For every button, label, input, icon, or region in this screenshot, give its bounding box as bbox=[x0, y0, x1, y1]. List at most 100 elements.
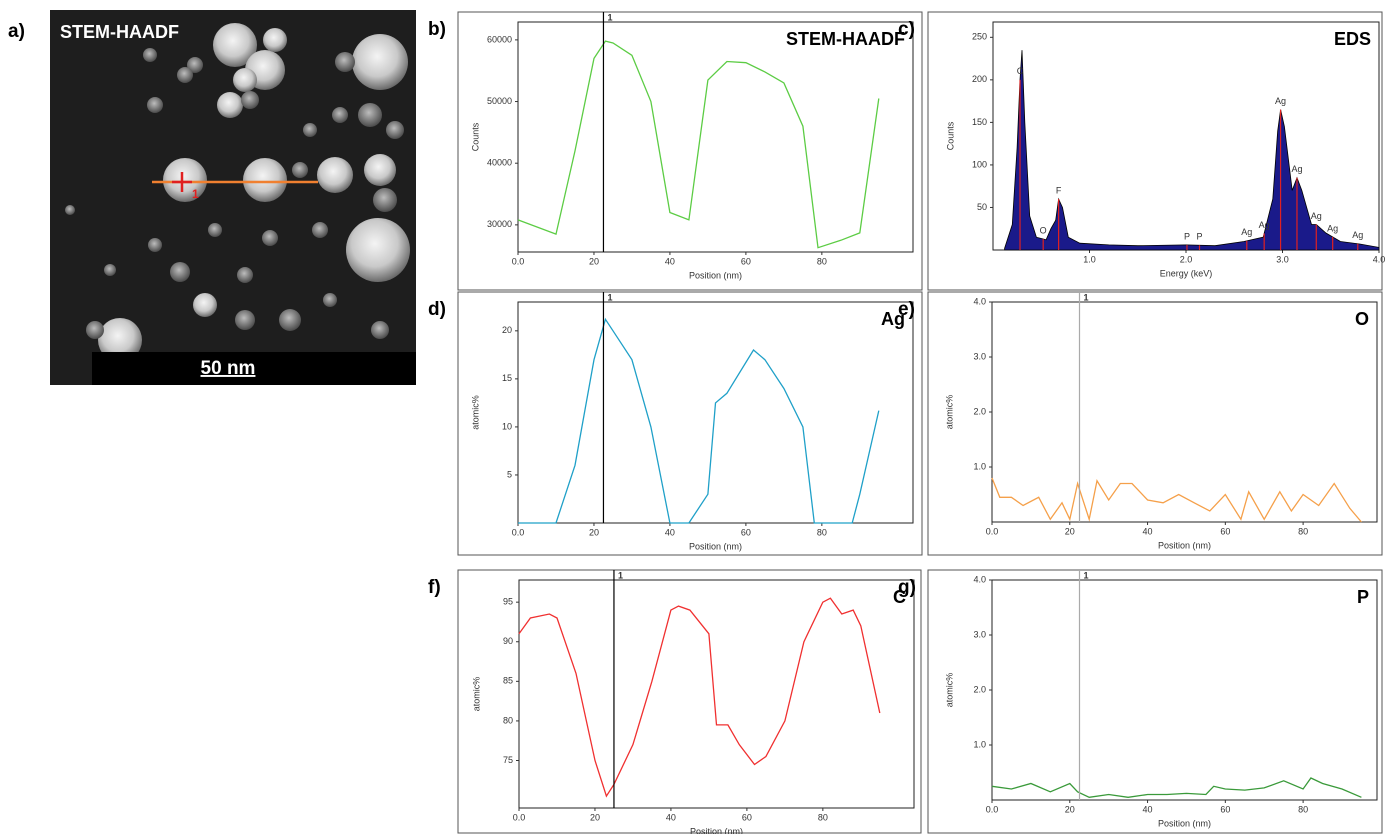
y-tick-label: 60000 bbox=[487, 34, 512, 44]
cursor-label: 1 bbox=[607, 12, 612, 22]
x-axis-label: Position (nm) bbox=[1158, 540, 1211, 550]
plot-area bbox=[517, 301, 914, 524]
panel-frame bbox=[927, 569, 1383, 834]
x-tick-label: 20 bbox=[590, 812, 600, 822]
y-tick-label: 200 bbox=[972, 74, 987, 84]
y-axis-label: atomic% bbox=[471, 677, 481, 712]
y-tick-label: 3.0 bbox=[973, 351, 986, 361]
chart-title: C bbox=[893, 587, 906, 607]
peak-label: Ag bbox=[1327, 223, 1338, 233]
peak-label: Ag bbox=[1311, 211, 1322, 221]
x-axis-label: Energy (keV) bbox=[1160, 268, 1213, 278]
y-tick-label: 80 bbox=[503, 715, 513, 725]
y-tick-label: 4.0 bbox=[973, 296, 986, 306]
cursor-label: 1 bbox=[607, 292, 612, 302]
x-tick-label: 2.0 bbox=[1180, 254, 1193, 264]
chart-title: STEM-HAADF bbox=[786, 29, 905, 49]
profile-line bbox=[518, 317, 880, 524]
y-tick-label: 1.0 bbox=[973, 461, 986, 471]
x-tick-label: 40 bbox=[1143, 526, 1153, 536]
peak-label: Ag bbox=[1291, 164, 1302, 174]
peak-label: P bbox=[1184, 231, 1190, 241]
y-axis-label: Counts bbox=[470, 122, 480, 151]
peak-label: C bbox=[1017, 66, 1024, 76]
y-tick-label: 50000 bbox=[487, 96, 512, 106]
y-tick-label: 100 bbox=[972, 159, 987, 169]
x-tick-label: 80 bbox=[817, 256, 827, 266]
y-tick-label: 75 bbox=[503, 755, 513, 765]
x-tick-label: 80 bbox=[1298, 526, 1308, 536]
x-tick-label: 20 bbox=[589, 256, 599, 266]
x-tick-label: 60 bbox=[741, 256, 751, 266]
profile-line bbox=[991, 777, 1362, 798]
panel-label: f) bbox=[428, 577, 441, 598]
peak-label: Ag bbox=[1259, 220, 1270, 230]
profile-line bbox=[517, 40, 880, 249]
y-tick-label: 30000 bbox=[487, 219, 512, 229]
chart-panel: d) 5 10 15 20 0.0 20 40 60 80 Position (nm) atomic%… bbox=[428, 291, 923, 556]
y-tick-label: 95 bbox=[503, 597, 513, 607]
x-tick-label: 80 bbox=[817, 527, 827, 537]
y-tick-label: 20 bbox=[502, 325, 512, 335]
x-tick-label: 0.0 bbox=[513, 812, 526, 822]
x-axis-label: Position (nm) bbox=[690, 826, 743, 834]
panel-label: a) bbox=[8, 21, 25, 42]
x-tick-label: 80 bbox=[818, 812, 828, 822]
y-tick-label: 15 bbox=[502, 373, 512, 383]
y-tick-label: 2.0 bbox=[973, 406, 986, 416]
profile-line bbox=[518, 597, 881, 798]
panel-label: e) bbox=[898, 299, 915, 320]
marker-label: 1 bbox=[192, 187, 199, 201]
peak-label: P bbox=[1197, 232, 1203, 242]
y-tick-label: 4.0 bbox=[973, 574, 986, 584]
y-tick-label: 1.0 bbox=[973, 739, 986, 749]
y-tick-label: 85 bbox=[503, 676, 513, 686]
x-tick-label: 3.0 bbox=[1276, 254, 1289, 264]
y-axis-label: atomic% bbox=[944, 395, 954, 430]
x-tick-label: 40 bbox=[665, 256, 675, 266]
x-tick-label: 0.0 bbox=[512, 256, 525, 266]
peak-label: F bbox=[1056, 185, 1062, 195]
panel-label: b) bbox=[428, 19, 446, 40]
y-axis-label: Counts bbox=[945, 121, 955, 150]
x-tick-label: 0.0 bbox=[512, 527, 525, 537]
panel-label: g) bbox=[898, 577, 916, 598]
chart-title: P bbox=[1357, 587, 1369, 607]
x-tick-label: 20 bbox=[589, 527, 599, 537]
chart-panel: f) 75 80 85 90 95 0.0 20 40 60 80 Position (nm) atom… bbox=[428, 569, 922, 836]
scale-bar-label: 50 nm bbox=[201, 358, 256, 379]
plot-area bbox=[517, 21, 914, 253]
profile-line bbox=[991, 477, 1362, 523]
y-tick-label: 150 bbox=[972, 117, 987, 127]
panel-frame bbox=[927, 291, 1383, 556]
peak-label: Ag bbox=[1241, 227, 1252, 237]
panel-frame bbox=[457, 11, 923, 291]
chart-title: EDS bbox=[1334, 29, 1371, 49]
y-tick-label: 90 bbox=[503, 636, 513, 646]
peak-label: O bbox=[1040, 225, 1047, 235]
panel-label: c) bbox=[898, 19, 915, 40]
cursor-label: 1 bbox=[618, 570, 623, 580]
chart-panel: b) 30000 40000 50000 60000 0.0 20 40 60 80 Positio… bbox=[428, 11, 923, 291]
cursor-label: 1 bbox=[1084, 292, 1089, 302]
y-tick-label: 10 bbox=[502, 421, 512, 431]
x-tick-label: 40 bbox=[666, 812, 676, 822]
chart-title: O bbox=[1355, 309, 1369, 329]
x-tick-label: 60 bbox=[1220, 526, 1230, 536]
x-axis-label: Position (nm) bbox=[689, 270, 742, 280]
x-tick-label: 60 bbox=[742, 812, 752, 822]
x-tick-label: 80 bbox=[1298, 804, 1308, 814]
plot-area bbox=[518, 579, 915, 809]
y-axis-label: atomic% bbox=[944, 673, 954, 708]
nanoparticles bbox=[65, 23, 410, 362]
x-tick-label: 0.0 bbox=[986, 804, 999, 814]
y-tick-label: 3.0 bbox=[973, 629, 986, 639]
image-title: STEM-HAADF bbox=[60, 22, 179, 42]
x-tick-label: 40 bbox=[665, 527, 675, 537]
x-tick-label: 60 bbox=[741, 527, 751, 537]
chart-panel: g) 1.0 2.0 3.0 4.0 0.0 20 40 60 80 Position (nm) at… bbox=[898, 569, 1383, 834]
peak-label: Ag bbox=[1352, 230, 1363, 240]
x-axis-label: Position (nm) bbox=[689, 541, 742, 551]
